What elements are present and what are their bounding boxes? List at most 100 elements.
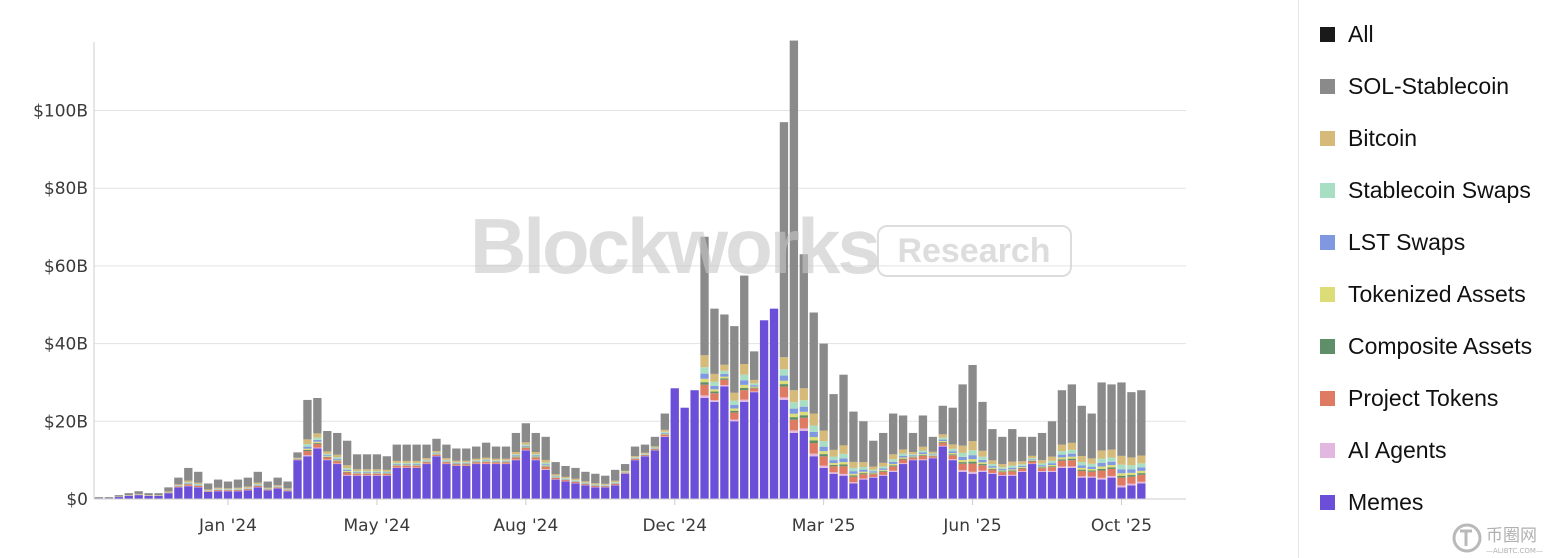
bar-segment-project-tokens[interactable]: [303, 451, 312, 456]
bar-segment-project-tokens[interactable]: [194, 485, 203, 488]
bar-segment-memes[interactable]: [581, 485, 590, 499]
bar-segment-composite-assets[interactable]: [898, 458, 908, 460]
bar-segment-memes[interactable]: [253, 487, 262, 499]
bar-segment-lst-swaps[interactable]: [1107, 461, 1116, 466]
bar-segment-ai-agents[interactable]: [898, 463, 908, 465]
bar-segment-memes[interactable]: [144, 495, 153, 499]
bar-segment-memes[interactable]: [978, 471, 987, 500]
bar-segment-memes[interactable]: [283, 491, 292, 499]
bar-segment-sol-stablecoin[interactable]: [352, 454, 362, 470]
bar-segment-memes[interactable]: [998, 475, 1007, 499]
bar-segment-project-tokens[interactable]: [928, 456, 938, 458]
bar-segment-tokenized-assets[interactable]: [392, 464, 401, 466]
bar-segment-lst-swaps[interactable]: [928, 454, 938, 456]
bar-segment-stablecoin-swaps[interactable]: [1057, 451, 1067, 455]
bar-segment-tokenized-assets[interactable]: [521, 446, 530, 448]
bar-segment-composite-assets[interactable]: [313, 442, 322, 444]
bar-segment-tokenized-assets[interactable]: [1008, 469, 1017, 471]
bar-segment-bitcoin[interactable]: [1117, 455, 1126, 465]
bar-segment-sol-stablecoin[interactable]: [154, 493, 163, 496]
bar-segment-sol-stablecoin[interactable]: [740, 275, 749, 364]
bar-segment-project-tokens[interactable]: [938, 442, 947, 446]
bar-segment-tokenized-assets[interactable]: [799, 411, 808, 416]
bar-segment-sol-stablecoin[interactable]: [988, 429, 997, 461]
bar-segment-stablecoin-swaps[interactable]: [531, 454, 540, 456]
bar-segment-project-tokens[interactable]: [650, 449, 660, 451]
bar-segment-composite-assets[interactable]: [720, 378, 729, 380]
bar-segment-bitcoin[interactable]: [462, 460, 471, 463]
bar-segment-bitcoin[interactable]: [839, 445, 848, 454]
bar-segment-sol-stablecoin[interactable]: [531, 432, 540, 452]
bar-segment-stablecoin-swaps[interactable]: [750, 383, 759, 386]
bar-segment-lst-swaps[interactable]: [412, 463, 421, 465]
bar-segment-bitcoin[interactable]: [422, 458, 431, 460]
bar-segment-ai-agents[interactable]: [740, 399, 749, 402]
bar-segment-stablecoin-swaps[interactable]: [1107, 457, 1116, 462]
bar-segment-ai-agents[interactable]: [1018, 471, 1027, 472]
bar-segment-project-tokens[interactable]: [392, 465, 401, 468]
bar-segment-composite-assets[interactable]: [303, 450, 312, 452]
bar-segment-ai-agents[interactable]: [1127, 483, 1136, 486]
bar-segment-bitcoin[interactable]: [551, 474, 560, 476]
bar-segment-memes[interactable]: [491, 464, 501, 499]
bar-segment-tokenized-assets[interactable]: [740, 384, 749, 388]
bar-segment-project-tokens[interactable]: [1127, 476, 1136, 484]
bar-segment-bitcoin[interactable]: [561, 476, 570, 479]
bar-segment-bitcoin[interactable]: [283, 488, 292, 490]
bar-segment-ai-agents[interactable]: [303, 455, 312, 457]
legend-item-project-tokens[interactable]: Project Tokens: [1320, 372, 1556, 424]
bar-segment-project-tokens[interactable]: [462, 464, 471, 466]
bar-segment-memes[interactable]: [402, 467, 411, 499]
bar-segment-lst-swaps[interactable]: [432, 453, 441, 454]
bar-segment-sol-stablecoin[interactable]: [581, 471, 590, 482]
bar-segment-stablecoin-swaps[interactable]: [432, 452, 441, 454]
bar-segment-composite-assets[interactable]: [829, 464, 838, 467]
bar-segment-memes[interactable]: [412, 467, 421, 499]
bar-segment-project-tokens[interactable]: [1077, 470, 1086, 477]
bar-segment-stablecoin-swaps[interactable]: [888, 459, 898, 462]
bar-segment-memes[interactable]: [521, 450, 530, 499]
bar-segment-bitcoin[interactable]: [1107, 449, 1116, 458]
bar-segment-sol-stablecoin[interactable]: [620, 464, 630, 471]
bar-segment-composite-assets[interactable]: [888, 465, 898, 467]
bar-segment-tokenized-assets[interactable]: [750, 386, 759, 388]
bar-segment-stablecoin-swaps[interactable]: [869, 469, 878, 472]
bar-segment-stablecoin-swaps[interactable]: [740, 374, 749, 381]
bar-segment-ai-agents[interactable]: [799, 428, 808, 432]
bar-segment-ai-agents[interactable]: [779, 397, 789, 400]
bar-segment-sol-stablecoin[interactable]: [660, 413, 669, 430]
bar-segment-memes[interactable]: [879, 475, 888, 499]
bar-segment-stablecoin-swaps[interactable]: [1097, 458, 1106, 463]
bar-segment-composite-assets[interactable]: [988, 468, 997, 470]
bar-segment-memes[interactable]: [918, 460, 928, 499]
bar-segment-composite-assets[interactable]: [938, 442, 947, 443]
bar-segment-sol-stablecoin[interactable]: [223, 481, 233, 489]
bar-segment-project-tokens[interactable]: [184, 484, 193, 486]
bar-segment-tokenized-assets[interactable]: [402, 464, 411, 466]
bar-segment-project-tokens[interactable]: [313, 443, 322, 448]
bar-segment-sol-stablecoin[interactable]: [571, 467, 580, 479]
bar-segment-memes[interactable]: [134, 495, 143, 499]
bar-segment-stablecoin-swaps[interactable]: [958, 452, 967, 457]
bar-segment-ai-agents[interactable]: [342, 475, 352, 476]
bar-segment-bitcoin[interactable]: [1087, 458, 1096, 464]
bar-segment-stablecoin-swaps[interactable]: [1018, 464, 1027, 466]
legend-item-lst-swaps[interactable]: LST Swaps: [1320, 216, 1556, 268]
bar-segment-composite-assets[interactable]: [1117, 475, 1126, 478]
bar-segment-sol-stablecoin[interactable]: [184, 467, 193, 481]
bar-segment-sol-stablecoin[interactable]: [1097, 382, 1106, 451]
bar-segment-project-tokens[interactable]: [1117, 477, 1126, 486]
bar-segment-tokenized-assets[interactable]: [1127, 472, 1136, 476]
bar-segment-memes[interactable]: [859, 479, 868, 499]
bar-segment-sol-stablecoin[interactable]: [164, 487, 173, 492]
bar-segment-bitcoin[interactable]: [432, 451, 441, 453]
bar-segment-lst-swaps[interactable]: [194, 484, 203, 486]
bar-segment-sol-stablecoin[interactable]: [591, 473, 600, 484]
bar-segment-lst-swaps[interactable]: [988, 466, 997, 468]
bar-segment-stablecoin-swaps[interactable]: [1127, 465, 1136, 470]
bar-segment-memes[interactable]: [690, 390, 699, 499]
bar-segment-memes[interactable]: [1018, 471, 1027, 500]
bar-segment-sol-stablecoin[interactable]: [908, 432, 918, 452]
legend-item-all[interactable]: All: [1320, 8, 1556, 60]
bar-segment-sol-stablecoin[interactable]: [879, 432, 888, 463]
